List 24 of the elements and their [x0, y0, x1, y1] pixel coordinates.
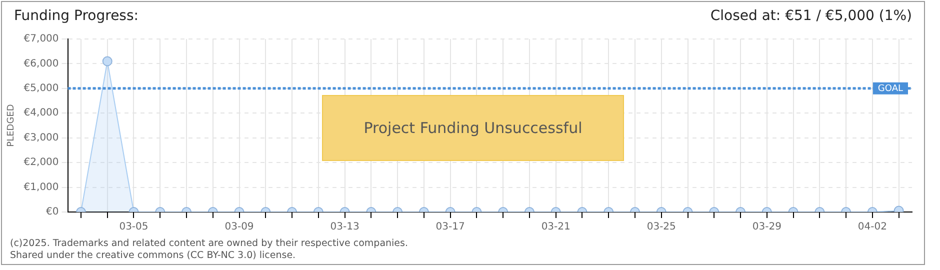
- x-tick-label: 04-02: [858, 222, 887, 233]
- y-tick-label: €6,000: [24, 58, 59, 70]
- y-tick-label: €1,000: [24, 182, 59, 193]
- chart-subtitle: Closed at: €51 / €5,000 (1%): [710, 8, 912, 24]
- y-tick-label: €0: [46, 206, 59, 218]
- y-tick-label: €3,000: [24, 132, 59, 144]
- x-tick-label: 03-25: [646, 222, 676, 233]
- ref-line-label: GOAL: [878, 84, 904, 94]
- note-box: Project Funding Unsuccessful: [322, 95, 624, 161]
- x-tick-label: 03-17: [436, 222, 465, 233]
- y-tick-label: €2,000: [24, 157, 59, 168]
- x-tick-label: 03-09: [224, 222, 254, 233]
- y-axis-title: PLEDGED: [6, 104, 17, 147]
- x-tick-label: 03-13: [330, 222, 360, 233]
- y-tick-label: €4,000: [24, 108, 59, 119]
- text: (c)2025. Trademarks and related content are owned by their respective companies.: [10, 238, 408, 250]
- x-tick-label: 03-21: [541, 222, 570, 233]
- x-tick-label: 03-29: [752, 222, 782, 233]
- point: [102, 56, 112, 66]
- y-tick-label: €5,000: [24, 83, 59, 94]
- chart-title: Funding Progress:: [14, 8, 138, 24]
- y-tick-label: €7,000: [24, 34, 59, 45]
- text: Shared under the creative commons (CC BY-NC 3.0) license.: [10, 250, 297, 262]
- x-tick-label: 03-05: [119, 222, 148, 233]
